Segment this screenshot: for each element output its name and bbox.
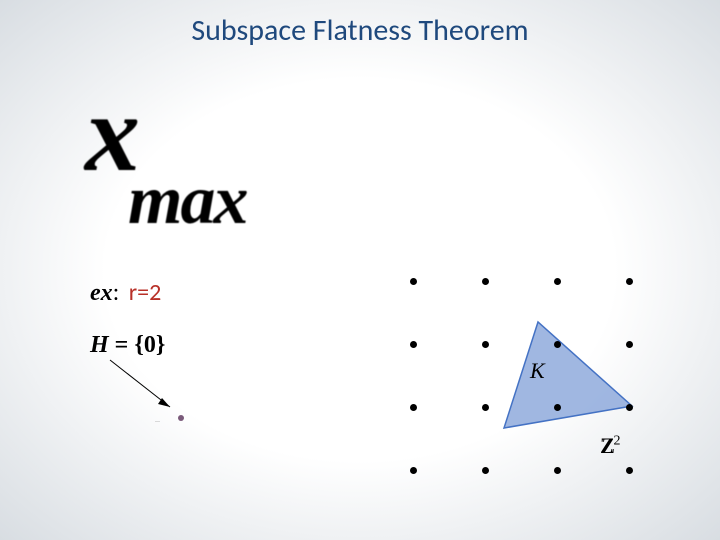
k-label: K xyxy=(530,358,545,384)
z-letter: Z xyxy=(600,433,613,458)
lattice-dot xyxy=(554,278,561,285)
r-equals: r=2 xyxy=(129,278,161,307)
tiny-label: ── xyxy=(155,420,160,425)
lattice-dot xyxy=(626,467,633,474)
lattice-dot xyxy=(410,341,417,348)
lattice-dot xyxy=(482,278,489,285)
lattice-dot xyxy=(482,404,489,411)
arrow-icon xyxy=(100,355,190,425)
lattice-dot xyxy=(626,278,633,285)
lattice-dot xyxy=(482,467,489,474)
lattice-dot xyxy=(410,278,417,285)
triangle-shape xyxy=(504,322,632,428)
ex-text: ex xyxy=(90,280,113,306)
lattice-dot xyxy=(554,404,561,411)
lattice-dot xyxy=(626,404,633,411)
origin-marker xyxy=(178,415,184,421)
lattice-dot xyxy=(410,404,417,411)
page-title: Subspace Flatness Theorem xyxy=(0,0,720,49)
lattice-dot xyxy=(626,341,633,348)
z2-label: Z2 xyxy=(600,433,620,459)
lattice-dot xyxy=(410,467,417,474)
lattice-grid: K Z2 xyxy=(400,268,680,518)
lattice-dot xyxy=(554,341,561,348)
example-line: ex: r=2 xyxy=(90,278,161,307)
ex-colon: : xyxy=(113,280,120,306)
xmax-formula: xmax xyxy=(85,70,256,211)
lattice-dot xyxy=(482,341,489,348)
xmax-subscript: max xyxy=(128,162,246,239)
lattice-dot xyxy=(554,467,561,474)
